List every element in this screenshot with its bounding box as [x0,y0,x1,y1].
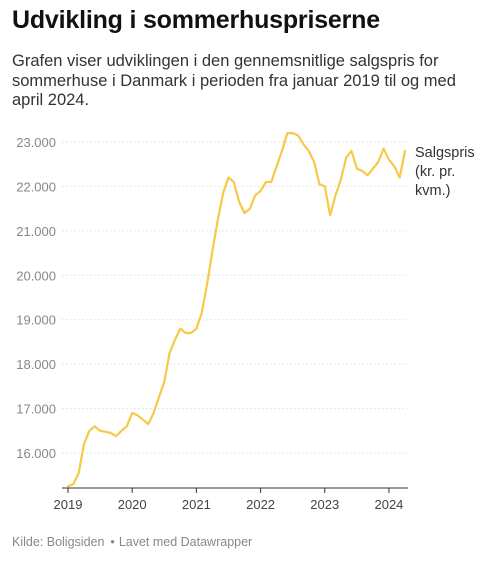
x-tick-label: 2021 [182,497,211,512]
series-layer [66,132,407,488]
y-tick-label: 16.000 [16,446,56,461]
page-title: Udvikling i sommerhuspriserne [12,6,380,34]
page-subtitle: Grafen viser udviklingen i den gennemsni… [12,52,456,109]
y-tick-label: 21.000 [16,224,56,239]
grid-layer [62,141,408,493]
series-line [66,132,407,488]
line-chart: 16.000 17.000 18.000 19.000 20.000 21.000 22.0… [16,132,475,512]
y-tick-label: 23.000 [16,135,56,150]
footer-separator: • [110,535,115,549]
series-label-layer: Salgspris (kr. pr. kvm.) [415,145,475,199]
y-tick-label: 19.000 [16,313,56,328]
y-tick-label: 20.000 [16,268,56,283]
x-axis-tick-labels: 2019 2020 2021 2022 2023 2024 [54,497,404,512]
series-label-line: (kr. pr. [415,164,455,180]
footer: Kilde: Boligsiden • Lavet med Datawrapper [12,535,252,549]
y-tick-label: 22.000 [16,179,56,194]
y-tick-label: 17.000 [16,402,56,417]
x-tick-label: 2024 [374,497,403,512]
source-credit: Kilde: Boligsiden [12,535,105,549]
series-label-line: kvm.) [415,183,450,199]
x-tick-label: 2023 [310,497,339,512]
x-tick-label: 2022 [246,497,275,512]
series-label-line: Salgspris [415,145,475,161]
y-tick-label: 18.000 [16,357,56,372]
datawrapper-credit: Lavet med Datawrapper [118,535,253,549]
y-axis-tick-labels: 16.000 17.000 18.000 19.000 20.000 21.000 22.0… [16,135,56,461]
x-tick-label: 2019 [54,497,83,512]
x-tick-label: 2020 [118,497,147,512]
